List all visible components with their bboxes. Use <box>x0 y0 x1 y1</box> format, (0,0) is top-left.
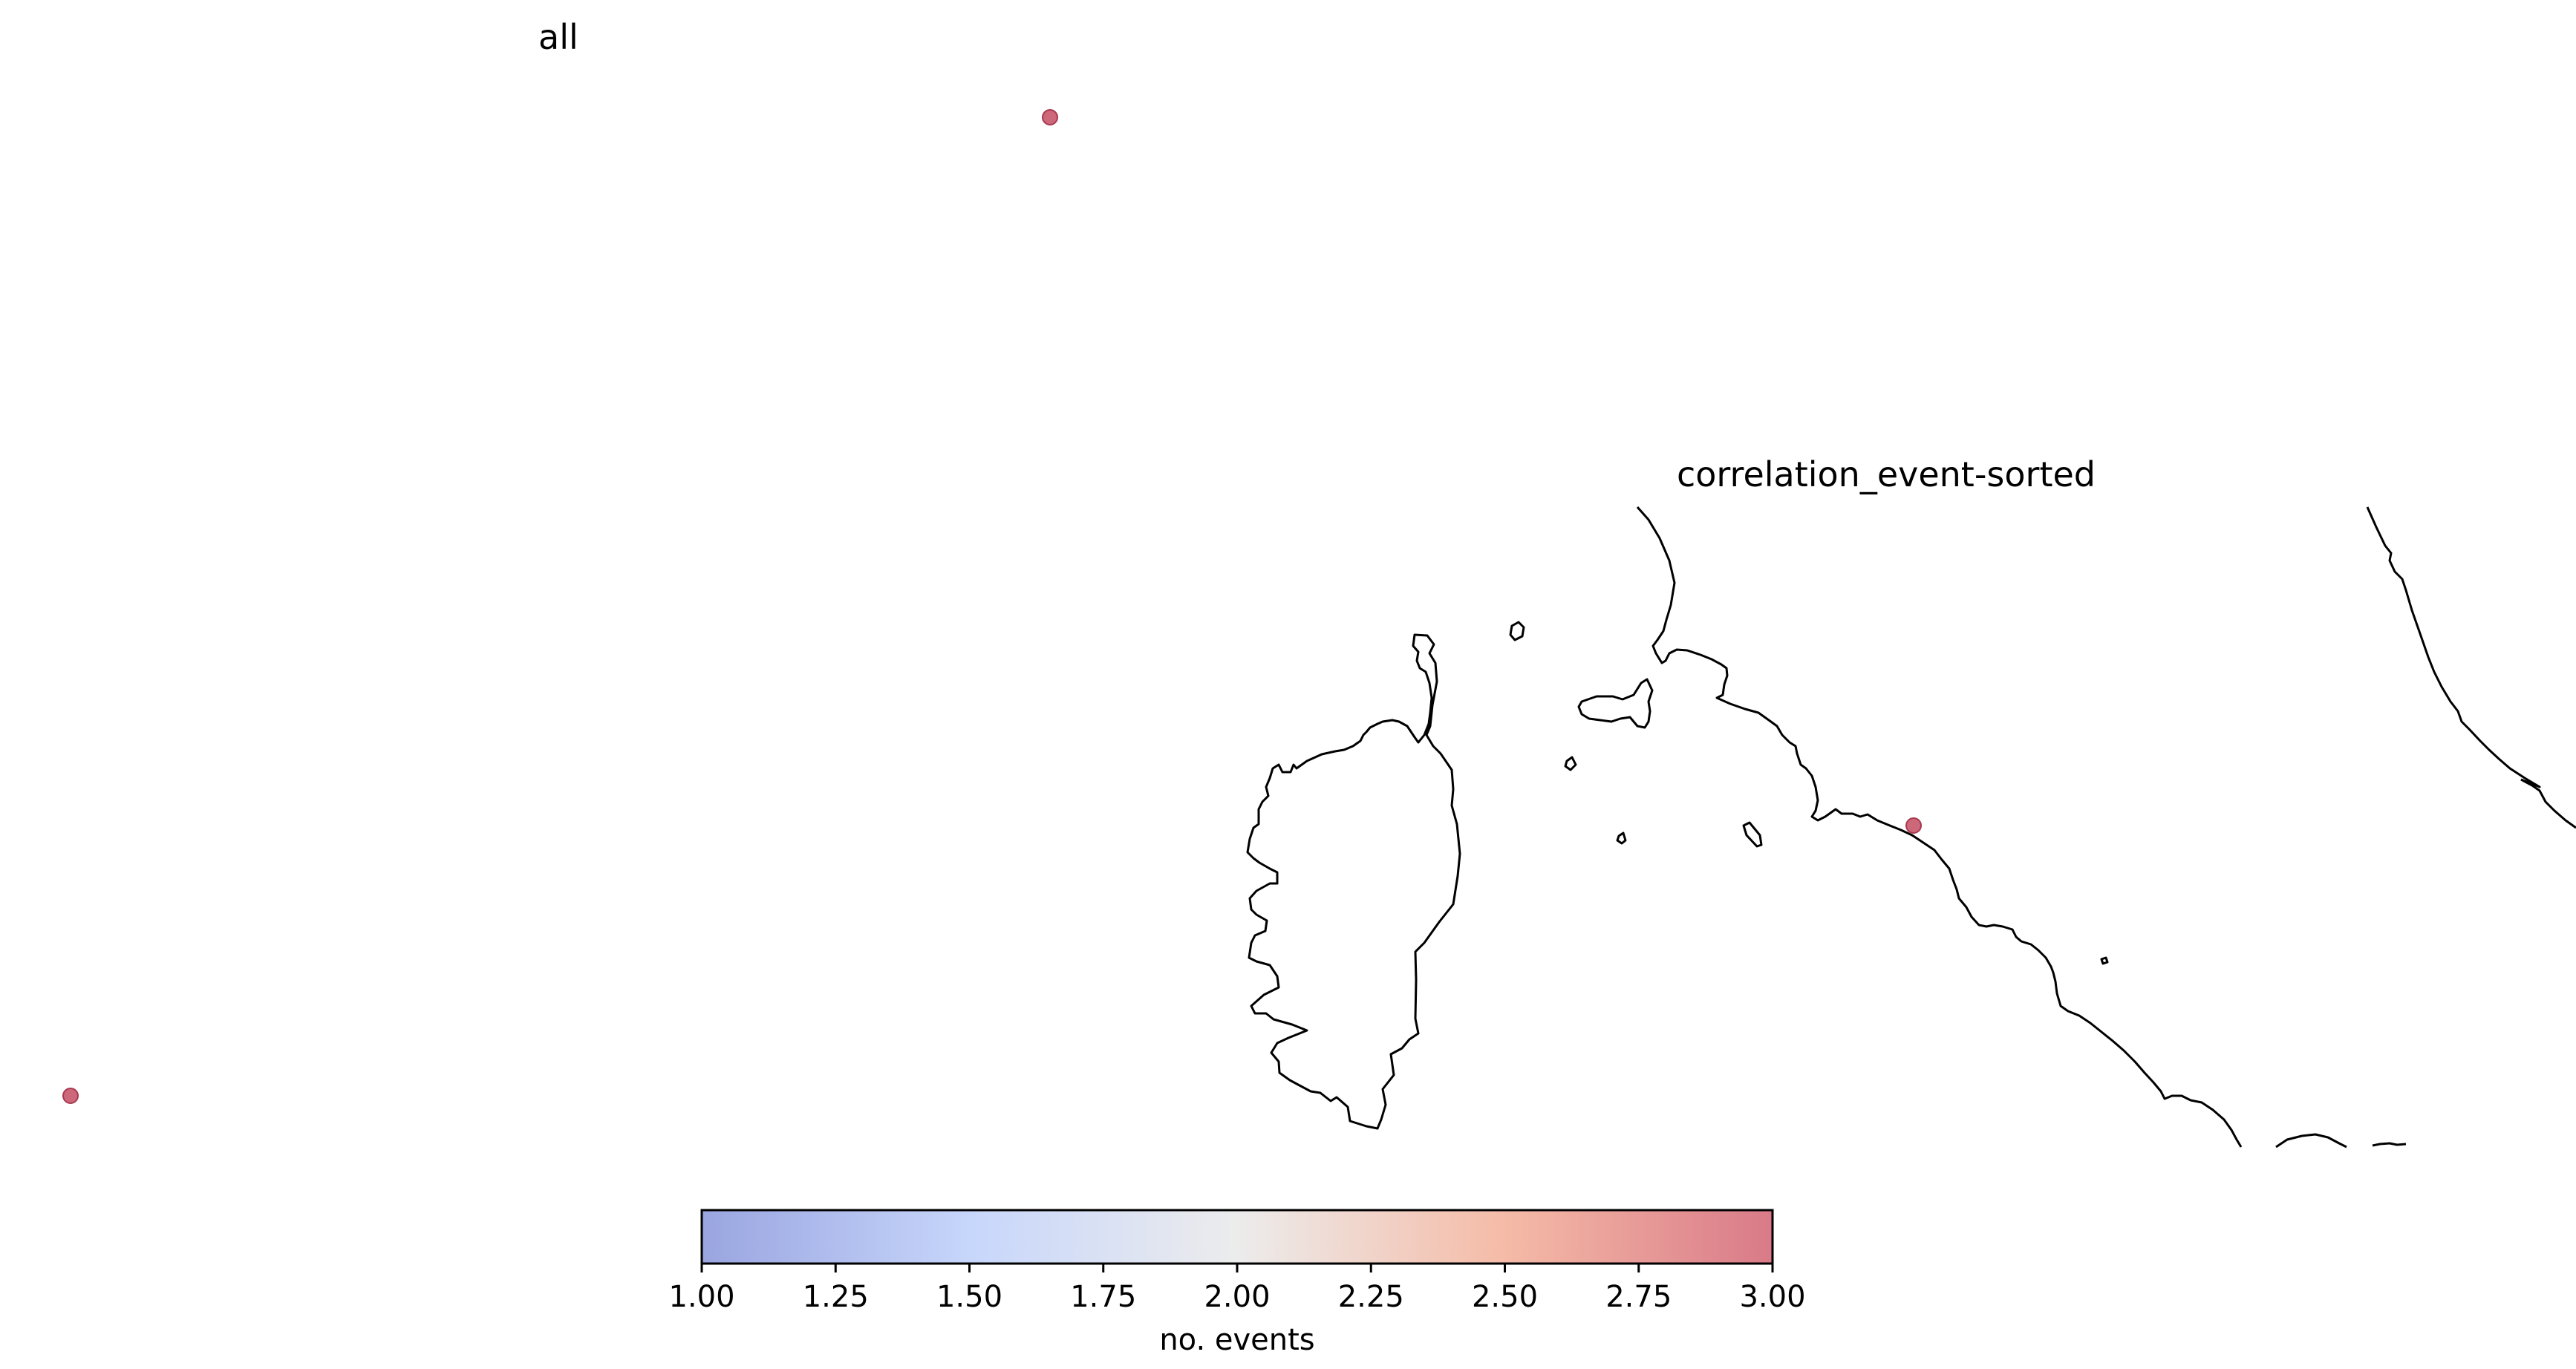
event-markers <box>62 109 1922 1104</box>
colorbar-tick-label: 1.25 <box>803 1280 869 1314</box>
panel-title-correlation: correlation_event-sorted <box>1677 454 2096 494</box>
map-coastlines <box>1246 506 2576 1149</box>
panel-title-all: all <box>538 17 578 57</box>
islet-giglio <box>1742 821 1763 848</box>
coastline-south-2 <box>2372 1142 2407 1147</box>
colorbar-label: no. events <box>1159 1323 1314 1357</box>
colorbar: 1.00 1.25 1.50 1.75 2.00 2.25 2.50 2.75 3.00 no.… <box>668 1209 1806 1357</box>
elba-island <box>1577 678 1654 729</box>
adriatic-coastline <box>2366 506 2541 788</box>
colorbar-tick-label: 3.00 <box>1739 1280 1805 1314</box>
event-marker[interactable] <box>1905 817 1922 834</box>
islet-gorgona <box>1564 756 1577 771</box>
colorbar-tick-label: 2.25 <box>1338 1280 1404 1314</box>
islet-montecristo <box>2100 956 2109 965</box>
colorbar-tick-label: 1.00 <box>668 1280 734 1314</box>
islet-capraia <box>1509 621 1525 641</box>
colorbar-ticks: 1.00 1.25 1.50 1.75 2.00 2.25 2.50 2.75 3.00 <box>668 1264 1806 1314</box>
tuscany-coastline <box>1636 506 2243 1148</box>
colorbar-gradient <box>700 1209 1774 1265</box>
colorbar-tick-label: 1.50 <box>936 1280 1002 1314</box>
corsica-coastline <box>1246 633 1461 1130</box>
colorbar-tick-label: 2.00 <box>1204 1280 1270 1314</box>
colorbar-tick-label: 1.75 <box>1070 1280 1136 1314</box>
coastline-south <box>2275 1133 2347 1149</box>
event-marker[interactable] <box>62 1088 79 1104</box>
colorbar-tick-label: 2.75 <box>1605 1280 1672 1314</box>
adriatic-coastline-end <box>2520 778 2576 829</box>
islet-pianosa <box>1616 831 1627 845</box>
colorbar-tick-label: 2.50 <box>1472 1280 1538 1314</box>
event-marker[interactable] <box>1042 109 1058 125</box>
